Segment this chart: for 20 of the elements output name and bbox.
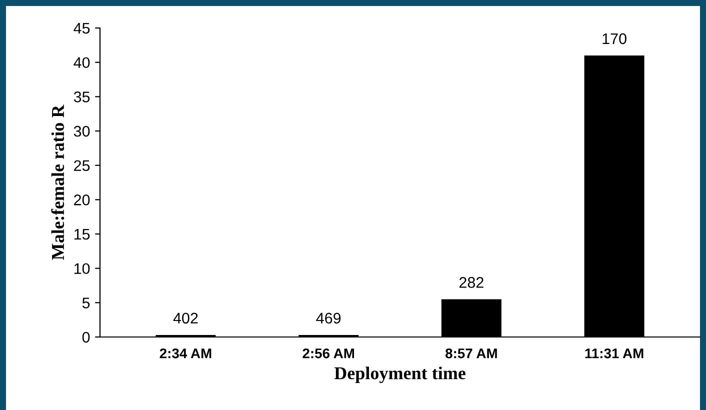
y-tick-label: 0 [82,332,90,343]
y-tick-label: 30 [74,126,90,137]
y-tick-label: 5 [82,298,90,308]
y-tick-label: 40 [74,57,90,68]
y-tick-label: 25 [74,160,90,172]
y-tick-label: 10 [74,263,90,274]
y-tick-label: 15 [74,229,90,240]
x-tick-label: 2:56 AM [302,348,354,358]
y-axis-title: Male:female ratio R [51,104,64,260]
x-tick-label: 2:34 AM [160,348,212,358]
x-tick-label: 8:57 AM [446,348,497,358]
annotation: 170 [602,33,626,44]
annotation: 402 [173,312,198,324]
annotation: 469 [316,312,341,324]
y-tick-label: 35 [74,92,90,102]
x-axis-title: Deployment time [334,366,466,384]
annotation: 282 [459,277,484,288]
y-tick-label: 20 [74,194,90,206]
x-tick-label: 11:31 AM [585,348,644,358]
y-tick-label: 45 [74,23,90,34]
